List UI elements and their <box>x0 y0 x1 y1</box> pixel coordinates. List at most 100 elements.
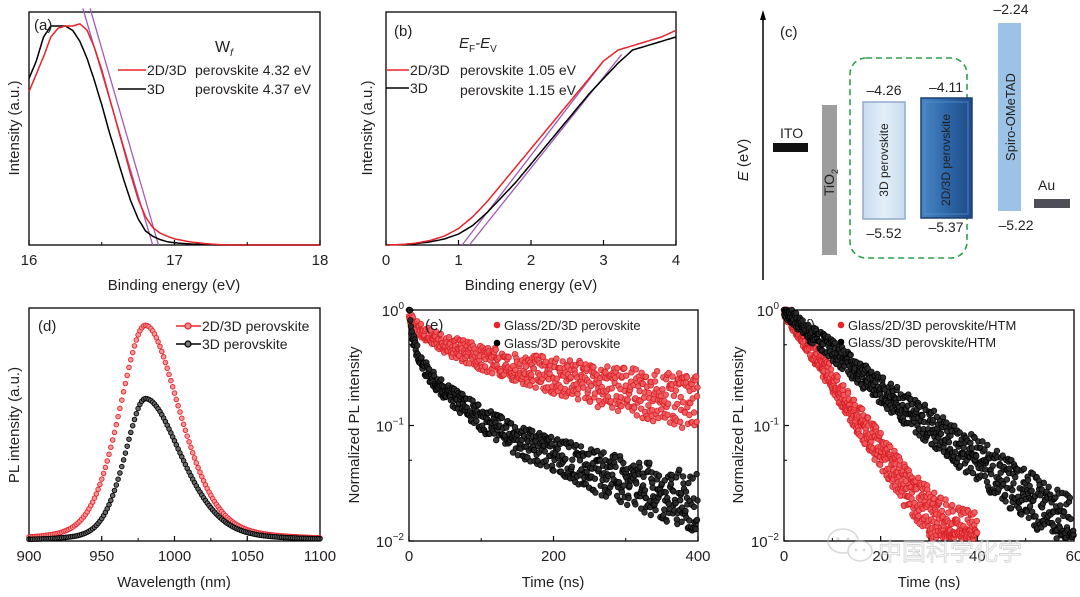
data-point <box>124 372 130 379</box>
data-point <box>859 405 866 413</box>
title-part: -E <box>475 35 491 52</box>
title-main: W <box>215 39 231 56</box>
data-point <box>1007 505 1015 512</box>
data-point <box>655 472 663 479</box>
x-axis-label: Time (ns) <box>898 574 961 591</box>
data-point <box>615 479 623 486</box>
data-point <box>1028 487 1035 494</box>
x-axis-label: Binding energy (eV) <box>465 277 598 294</box>
data-point <box>553 355 560 362</box>
legend-label-2d3d: 2D/3D perovskite <box>202 318 310 334</box>
data-point <box>417 320 425 328</box>
data-point <box>933 413 941 420</box>
data-point <box>1010 480 1017 487</box>
band-3d-perovskite <box>862 101 906 220</box>
data-point <box>503 424 510 431</box>
data-point <box>587 382 595 390</box>
y-axis-label: PL intensity (a.u.) <box>6 367 23 483</box>
legend-label-3d: 3D <box>147 81 165 97</box>
data-point <box>553 375 561 382</box>
data-point <box>529 427 536 435</box>
data-point <box>1067 515 1074 523</box>
data-point <box>414 342 421 349</box>
data-point <box>618 488 626 496</box>
x-tick-label: 0 <box>405 548 413 565</box>
series-line <box>28 22 320 246</box>
legend-marker-black <box>493 339 501 347</box>
data-point <box>679 399 687 406</box>
data-point <box>473 417 480 425</box>
data-point <box>851 402 859 409</box>
data-point <box>693 516 701 524</box>
data-point <box>407 323 415 330</box>
plot-frame <box>28 11 321 246</box>
series-line <box>28 25 320 246</box>
data-point <box>512 366 519 373</box>
data-point <box>693 418 700 426</box>
data-point <box>1066 494 1074 501</box>
data-point <box>475 401 482 409</box>
tick-base: 10 <box>376 419 393 436</box>
x-tick-label: 200 <box>541 548 566 565</box>
data-point <box>956 463 964 470</box>
data-point <box>117 405 123 412</box>
data-point <box>981 446 988 453</box>
title-sub: f <box>230 48 234 59</box>
panel-label: (b) <box>394 23 412 40</box>
y-axis-label: Normalized PL intensity <box>730 346 747 504</box>
data-point <box>694 384 701 391</box>
data-point <box>492 346 499 353</box>
data-point <box>104 458 110 464</box>
data-point <box>625 494 632 502</box>
data-point <box>921 401 929 408</box>
tick-exponent: 0 <box>773 301 779 312</box>
panel-a: 16 17 18 (a) Wf 2D/3D perovskite 4.32 eV 3… <box>6 8 328 294</box>
data-point <box>590 363 597 371</box>
data-point <box>119 463 125 470</box>
data-point <box>99 476 105 482</box>
x-tick-label: 17 <box>166 252 183 269</box>
ito-label: ITO <box>780 125 803 141</box>
data-point <box>108 444 114 451</box>
data-point <box>1032 513 1039 520</box>
data-point <box>633 412 640 419</box>
data-point <box>526 382 534 389</box>
data-point <box>685 479 692 487</box>
x-tick-label: 40 <box>969 548 986 565</box>
data-point <box>861 440 869 447</box>
data-point <box>1000 480 1007 488</box>
band-3d-bottom-value: –5.52 <box>866 225 901 241</box>
data-point <box>576 457 584 464</box>
data-point <box>530 365 537 372</box>
data-point <box>686 517 693 524</box>
data-point <box>653 368 661 375</box>
series-group <box>26 322 323 543</box>
tick-base: 10 <box>757 303 774 320</box>
data-point <box>1040 479 1047 486</box>
data-point <box>951 448 959 456</box>
data-point <box>128 357 134 363</box>
data-point <box>987 470 995 478</box>
data-point <box>626 482 633 489</box>
data-point <box>971 509 978 516</box>
title-part: E <box>459 35 470 52</box>
data-point <box>164 365 170 372</box>
x-tick-label: 400 <box>685 548 710 565</box>
data-point <box>407 317 414 324</box>
data-point <box>919 412 926 419</box>
title-part: V <box>490 44 497 55</box>
data-point <box>893 383 901 391</box>
data-point <box>175 403 181 409</box>
x-axis-label: Wavelength (nm) <box>117 574 231 591</box>
data-point <box>949 501 956 509</box>
data-point <box>979 438 986 445</box>
x-tick-label: 60 <box>1066 548 1080 565</box>
data-point <box>591 475 599 482</box>
y-tick-label: 10−2 <box>376 532 405 551</box>
au-level <box>1034 199 1070 208</box>
data-point <box>984 441 991 449</box>
data-point <box>173 396 180 403</box>
data-point <box>620 459 627 467</box>
data-point <box>618 402 625 410</box>
